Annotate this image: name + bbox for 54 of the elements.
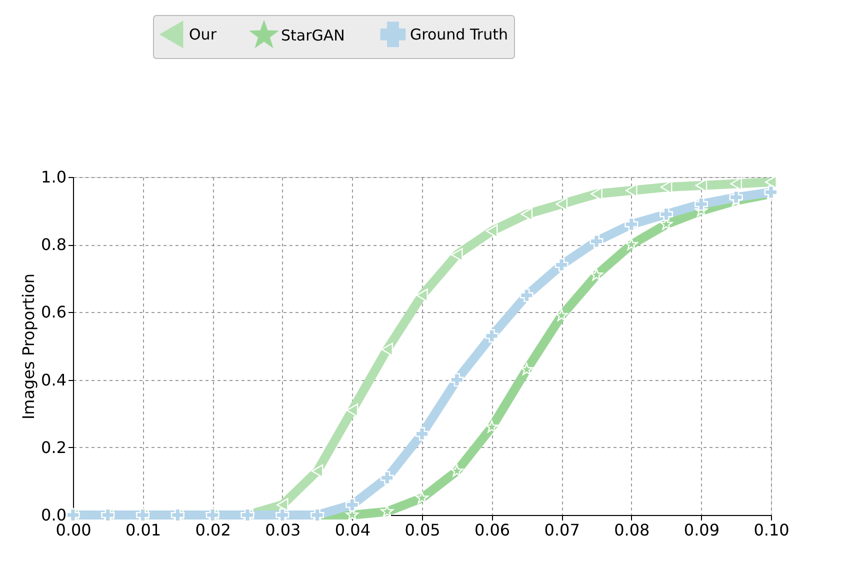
y-tick-label: 0.4: [41, 370, 66, 390]
point: [625, 184, 638, 198]
x-tick-label: 0.10: [754, 520, 790, 540]
point: [311, 464, 324, 478]
x-tick-label: 0.04: [334, 520, 371, 540]
point: [380, 471, 394, 485]
point: [765, 175, 777, 189]
x-tick-label: 0.07: [544, 520, 580, 540]
point: [485, 329, 499, 343]
point: [590, 268, 603, 281]
y-tick-label: 0.6: [41, 302, 66, 322]
point: [520, 362, 534, 376]
y-tick-label: 0.8: [41, 235, 66, 254]
point: [416, 288, 428, 302]
point: [694, 197, 708, 211]
point: [381, 342, 394, 356]
point: [485, 420, 498, 433]
point: [660, 207, 674, 221]
point: [590, 187, 602, 201]
x-tick-label: 0.08: [614, 520, 650, 540]
point: [486, 224, 498, 238]
x-tick-label: 0.09: [684, 520, 720, 540]
point: [346, 403, 358, 417]
point: [450, 248, 463, 262]
point: [660, 180, 672, 194]
legend-label: StarGAN: [281, 26, 345, 44]
x-tick-label: 0.02: [195, 520, 231, 540]
point: [590, 234, 604, 248]
point: [450, 464, 464, 477]
point: [416, 491, 428, 504]
y-axis-title: Images Proportion: [19, 273, 38, 420]
point: [624, 238, 638, 250]
y-tick-label: 1.0: [41, 168, 66, 186]
point: [556, 197, 568, 211]
point: [624, 218, 638, 232]
point: [380, 504, 394, 518]
point: [276, 498, 288, 512]
point: [415, 427, 429, 441]
point: [695, 178, 708, 192]
x-tick-label: 0.06: [474, 520, 510, 540]
x-tick-label: 0.01: [125, 520, 162, 540]
point: [520, 288, 534, 302]
x-tick-label: 0.03: [265, 520, 301, 540]
point: [554, 258, 568, 272]
point: [730, 177, 742, 190]
point: [729, 190, 743, 204]
legend-label: Ground Truth: [410, 25, 508, 44]
legend-label: Our: [189, 25, 218, 44]
point: [520, 207, 533, 221]
point: [555, 308, 568, 322]
point: [345, 498, 359, 512]
x-tick-label: 0.05: [404, 520, 440, 540]
point: [450, 373, 464, 387]
y-tick-label: 0.2: [41, 438, 66, 457]
